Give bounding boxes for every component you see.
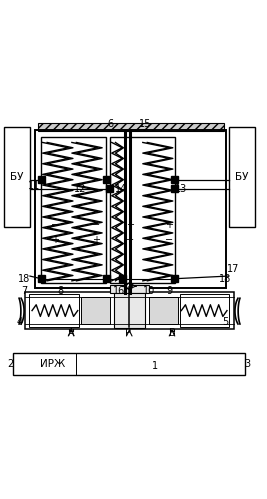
Text: −: − xyxy=(126,235,134,245)
Text: БУ: БУ xyxy=(10,172,24,182)
Text: 12: 12 xyxy=(74,185,87,195)
Bar xyxy=(149,297,178,324)
Text: P: P xyxy=(125,328,131,338)
Bar xyxy=(119,275,126,282)
Text: +: + xyxy=(164,220,172,230)
Bar xyxy=(109,285,149,292)
Bar xyxy=(171,275,178,282)
Text: 5: 5 xyxy=(222,317,228,327)
Bar xyxy=(38,177,45,183)
Text: 17: 17 xyxy=(227,264,239,274)
Text: −: − xyxy=(164,235,173,245)
Text: 18: 18 xyxy=(219,274,231,284)
Text: −: − xyxy=(92,220,100,230)
Text: +: + xyxy=(126,220,134,230)
Bar xyxy=(13,353,245,375)
Bar xyxy=(106,186,113,193)
Text: 16: 16 xyxy=(113,286,125,296)
Bar xyxy=(81,297,109,324)
Bar xyxy=(35,130,226,288)
Bar xyxy=(4,127,30,227)
Bar xyxy=(113,292,145,328)
Bar xyxy=(103,177,109,183)
Bar xyxy=(25,292,234,329)
Text: 7: 7 xyxy=(21,285,27,296)
Text: +: + xyxy=(51,235,59,245)
Bar xyxy=(171,177,178,183)
Text: −: − xyxy=(51,220,59,230)
Text: 13: 13 xyxy=(175,185,187,195)
Text: 9: 9 xyxy=(166,286,172,296)
Text: 1: 1 xyxy=(152,361,158,371)
Text: ИРЖ: ИРЖ xyxy=(40,359,65,369)
Bar xyxy=(103,275,109,282)
Bar xyxy=(38,123,224,131)
Bar xyxy=(109,137,175,283)
Bar xyxy=(229,127,255,227)
Bar xyxy=(38,275,45,282)
Text: 18: 18 xyxy=(18,274,30,284)
Text: 2: 2 xyxy=(8,359,14,369)
Text: 3: 3 xyxy=(245,359,251,369)
Text: 10: 10 xyxy=(143,286,156,296)
Circle shape xyxy=(126,283,132,289)
Text: 6: 6 xyxy=(108,119,114,129)
Bar xyxy=(180,294,229,327)
Text: 4: 4 xyxy=(17,317,23,327)
Text: +: + xyxy=(92,235,100,245)
Text: 11: 11 xyxy=(28,181,40,191)
Text: 15: 15 xyxy=(139,119,152,129)
Text: 14: 14 xyxy=(115,185,128,195)
Text: B: B xyxy=(169,328,175,338)
Bar xyxy=(29,294,78,327)
Bar xyxy=(41,137,106,283)
Text: 8: 8 xyxy=(57,286,64,296)
Text: A: A xyxy=(68,328,74,338)
Text: БУ: БУ xyxy=(235,172,248,182)
Bar xyxy=(171,186,178,193)
